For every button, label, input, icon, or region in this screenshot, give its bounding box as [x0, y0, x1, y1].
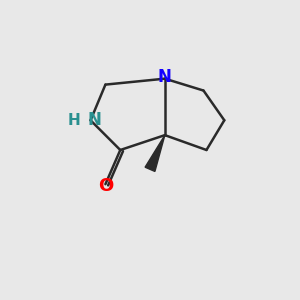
Text: N: N: [158, 68, 172, 86]
Text: N: N: [87, 111, 101, 129]
Text: H: H: [68, 113, 81, 128]
Polygon shape: [145, 135, 165, 172]
Text: O: O: [98, 177, 113, 195]
